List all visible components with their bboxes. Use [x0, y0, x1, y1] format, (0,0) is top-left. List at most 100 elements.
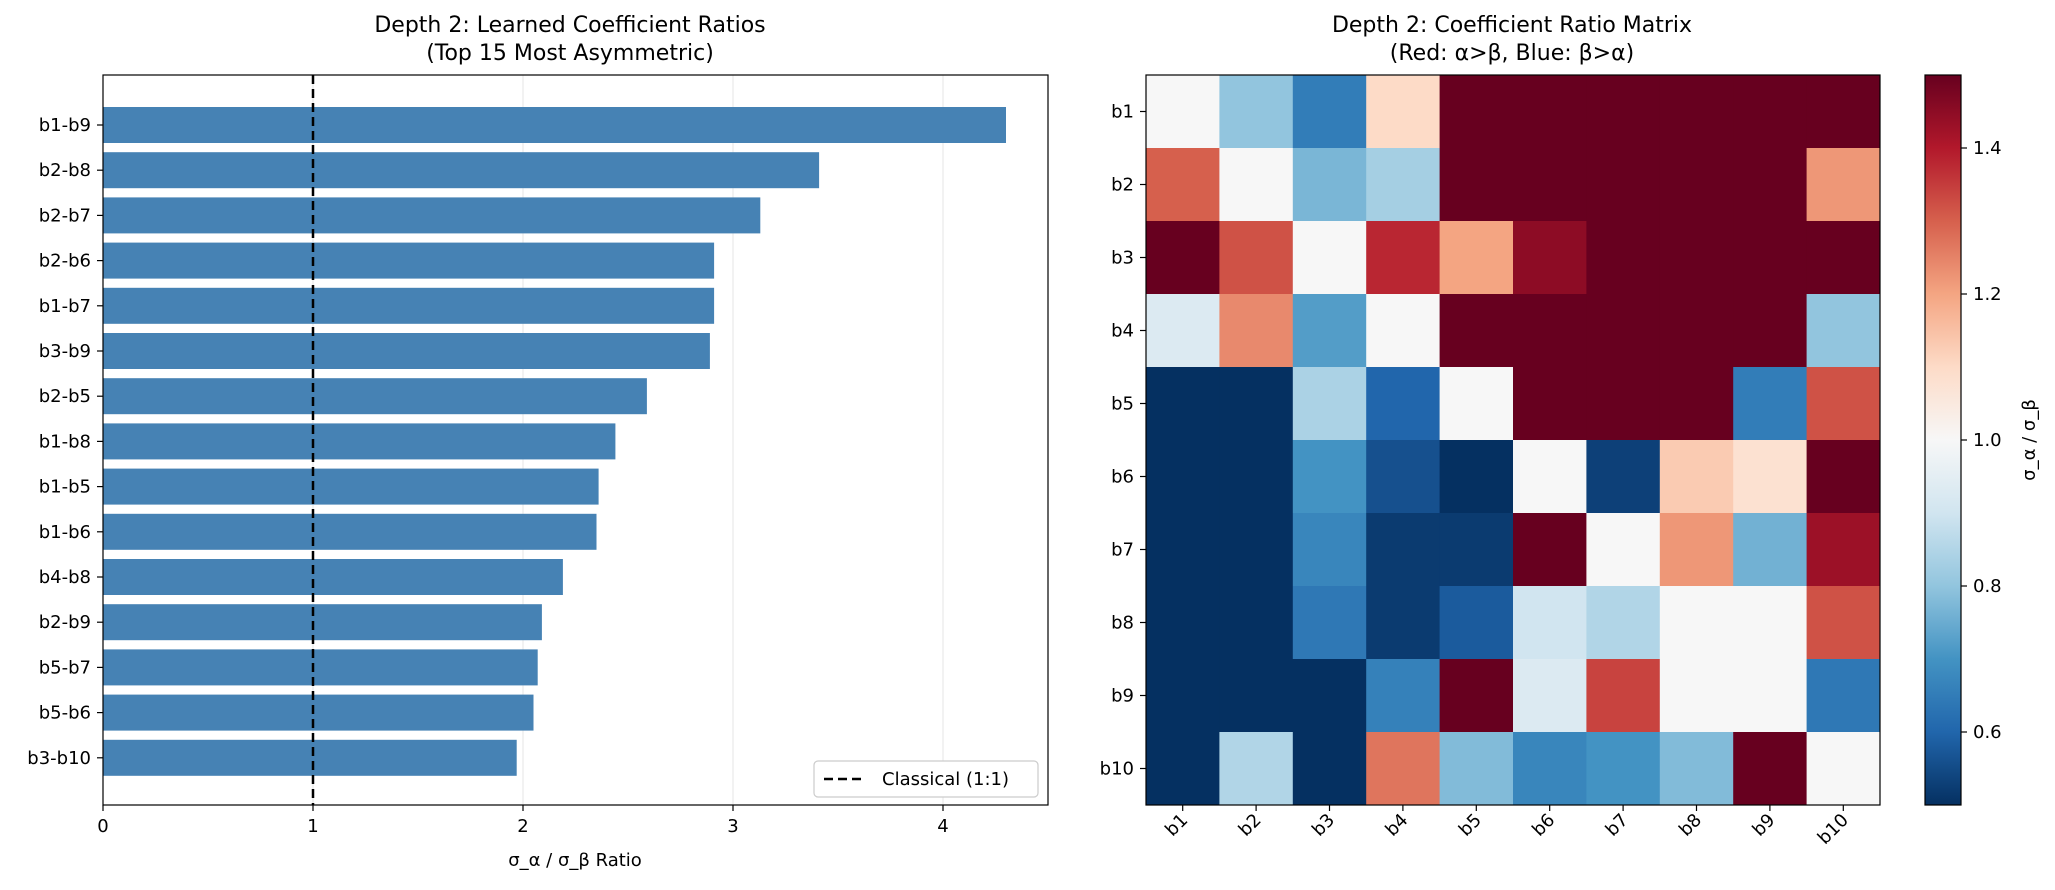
heatmap-cell — [1146, 586, 1220, 660]
heatmap-cell — [1806, 294, 1881, 368]
heatmap-cell — [1806, 148, 1881, 222]
heatmap-cell — [1219, 659, 1294, 733]
heatmap-cell — [1586, 440, 1661, 514]
y-tick-label: b5-b7 — [39, 657, 91, 678]
heatmap-cell — [1659, 586, 1734, 660]
y-tick-label: b5-b6 — [39, 703, 91, 724]
colorbar-tick-label: 1.0 — [1973, 430, 2002, 451]
x-tick-label: 3 — [727, 816, 738, 837]
heatmap-cell — [1806, 367, 1881, 441]
heatmap-cell — [1219, 75, 1294, 149]
bar-chart-subtitle: (Top 15 Most Asymmetric) — [426, 41, 714, 66]
heatmap-cell — [1513, 659, 1587, 733]
heatmap-cell — [1806, 221, 1881, 295]
y-tick-label: b1-b6 — [39, 522, 91, 543]
bar — [103, 378, 647, 415]
heatmap-cell — [1733, 513, 1808, 587]
heatmap-cell — [1439, 659, 1514, 733]
heatmap-cell — [1659, 367, 1734, 441]
heatmap-cell — [1586, 732, 1661, 806]
heatmap-cell — [1366, 440, 1441, 514]
heatmap-cell — [1659, 732, 1734, 806]
heatmap-cell — [1366, 513, 1441, 587]
heatmap-cell — [1439, 513, 1514, 587]
heatmap-cell — [1439, 440, 1514, 514]
heatmap-cell — [1806, 513, 1881, 587]
bar — [103, 694, 534, 731]
y-tick-label: b3 — [1111, 248, 1134, 269]
x-tick-label: 2 — [517, 816, 528, 837]
colorbar-tick-label: 1.4 — [1973, 138, 2002, 159]
colorbar-label: σ_α / σ_β — [2019, 399, 2040, 481]
heatmap-cell — [1586, 586, 1661, 660]
legend-box — [813, 760, 1039, 798]
x-tick-label: b6 — [1528, 810, 1559, 841]
heatmap-cell — [1366, 659, 1441, 733]
x-tick-label: b5 — [1455, 810, 1486, 841]
y-tick-label: b5 — [1111, 394, 1134, 415]
heatmap-cell — [1219, 440, 1294, 514]
heatmap-cell — [1659, 75, 1734, 149]
y-tick-label: b3-b9 — [39, 341, 91, 362]
heatmap-cell — [1439, 148, 1514, 222]
y-tick-label: b2-b9 — [39, 612, 91, 633]
heatmap-cell — [1439, 294, 1514, 368]
heatmap-cell — [1513, 586, 1587, 660]
legend-label: Classical (1:1) — [882, 769, 1009, 790]
heatmap-cell — [1292, 440, 1367, 514]
heatmap-cell — [1292, 659, 1367, 733]
heatmap-cell — [1292, 148, 1367, 222]
heatmap-cell — [1513, 367, 1587, 441]
heatmap-cell — [1219, 367, 1294, 441]
heatmap-cell — [1219, 732, 1294, 806]
heatmap-cell — [1733, 294, 1808, 368]
y-tick-label: b1-b5 — [39, 477, 91, 498]
y-tick-label: b2-b7 — [39, 205, 91, 226]
y-tick-label: b4-b8 — [39, 567, 91, 588]
colorbar: 0.6 0.8 1.0 1.2 1.4 σ_α / σ_β — [1924, 74, 2040, 806]
bar-chart-panel: Depth 2: Learned Coefficient Ratios (Top… — [27, 13, 1049, 871]
heatmap-cell — [1292, 586, 1367, 660]
y-tick-label: b6 — [1111, 467, 1134, 488]
heatmap-cell — [1733, 221, 1808, 295]
y-tick-label: b8 — [1111, 613, 1134, 634]
heatmap-cell — [1439, 367, 1514, 441]
heatmap-cell — [1513, 148, 1587, 222]
heatmap-cell — [1659, 513, 1734, 587]
heatmap-cell — [1659, 221, 1734, 295]
bar — [103, 739, 517, 776]
x-tick-label: b1 — [1161, 810, 1192, 841]
heatmap-cell — [1292, 294, 1367, 368]
heatmap-cell — [1439, 586, 1514, 660]
heatmap-cell — [1146, 732, 1220, 806]
heatmap-cell — [1219, 148, 1294, 222]
colorbar-tick-label: 0.6 — [1973, 722, 2002, 743]
heatmap-cell — [1366, 367, 1441, 441]
heatmap-cell — [1146, 294, 1220, 368]
bar — [103, 513, 597, 550]
x-tick-label: b3 — [1308, 810, 1339, 841]
heatmap-cell — [1292, 75, 1367, 149]
heatmap-cell — [1733, 367, 1808, 441]
legend: Classical (1:1) — [813, 760, 1039, 798]
heatmap-cell — [1659, 294, 1734, 368]
heatmap-cell — [1439, 75, 1514, 149]
bar — [103, 649, 538, 686]
heatmap-panel: Depth 2: Coefficient Ratio Matrix (Red: … — [1100, 13, 1881, 849]
bar-chart-bars — [103, 107, 1006, 776]
bar — [103, 468, 599, 505]
bar — [103, 197, 761, 234]
heatmap-cell — [1146, 659, 1220, 733]
heatmap-title: Depth 2: Coefficient Ratio Matrix — [1332, 13, 1692, 38]
heatmap-cell — [1586, 513, 1661, 587]
heatmap-cell — [1659, 148, 1734, 222]
heatmap-x-ticks: b1 b2 b3 b4 b5 b6 b7 b8 b9 b10 — [1161, 805, 1853, 849]
heatmap-cell — [1806, 659, 1881, 733]
bar — [103, 559, 563, 595]
y-tick-label: b2-b6 — [39, 251, 91, 272]
y-tick-label: b7 — [1111, 540, 1134, 561]
heatmap-cell — [1659, 440, 1734, 514]
heatmap-cell — [1733, 148, 1808, 222]
bar — [103, 287, 715, 324]
